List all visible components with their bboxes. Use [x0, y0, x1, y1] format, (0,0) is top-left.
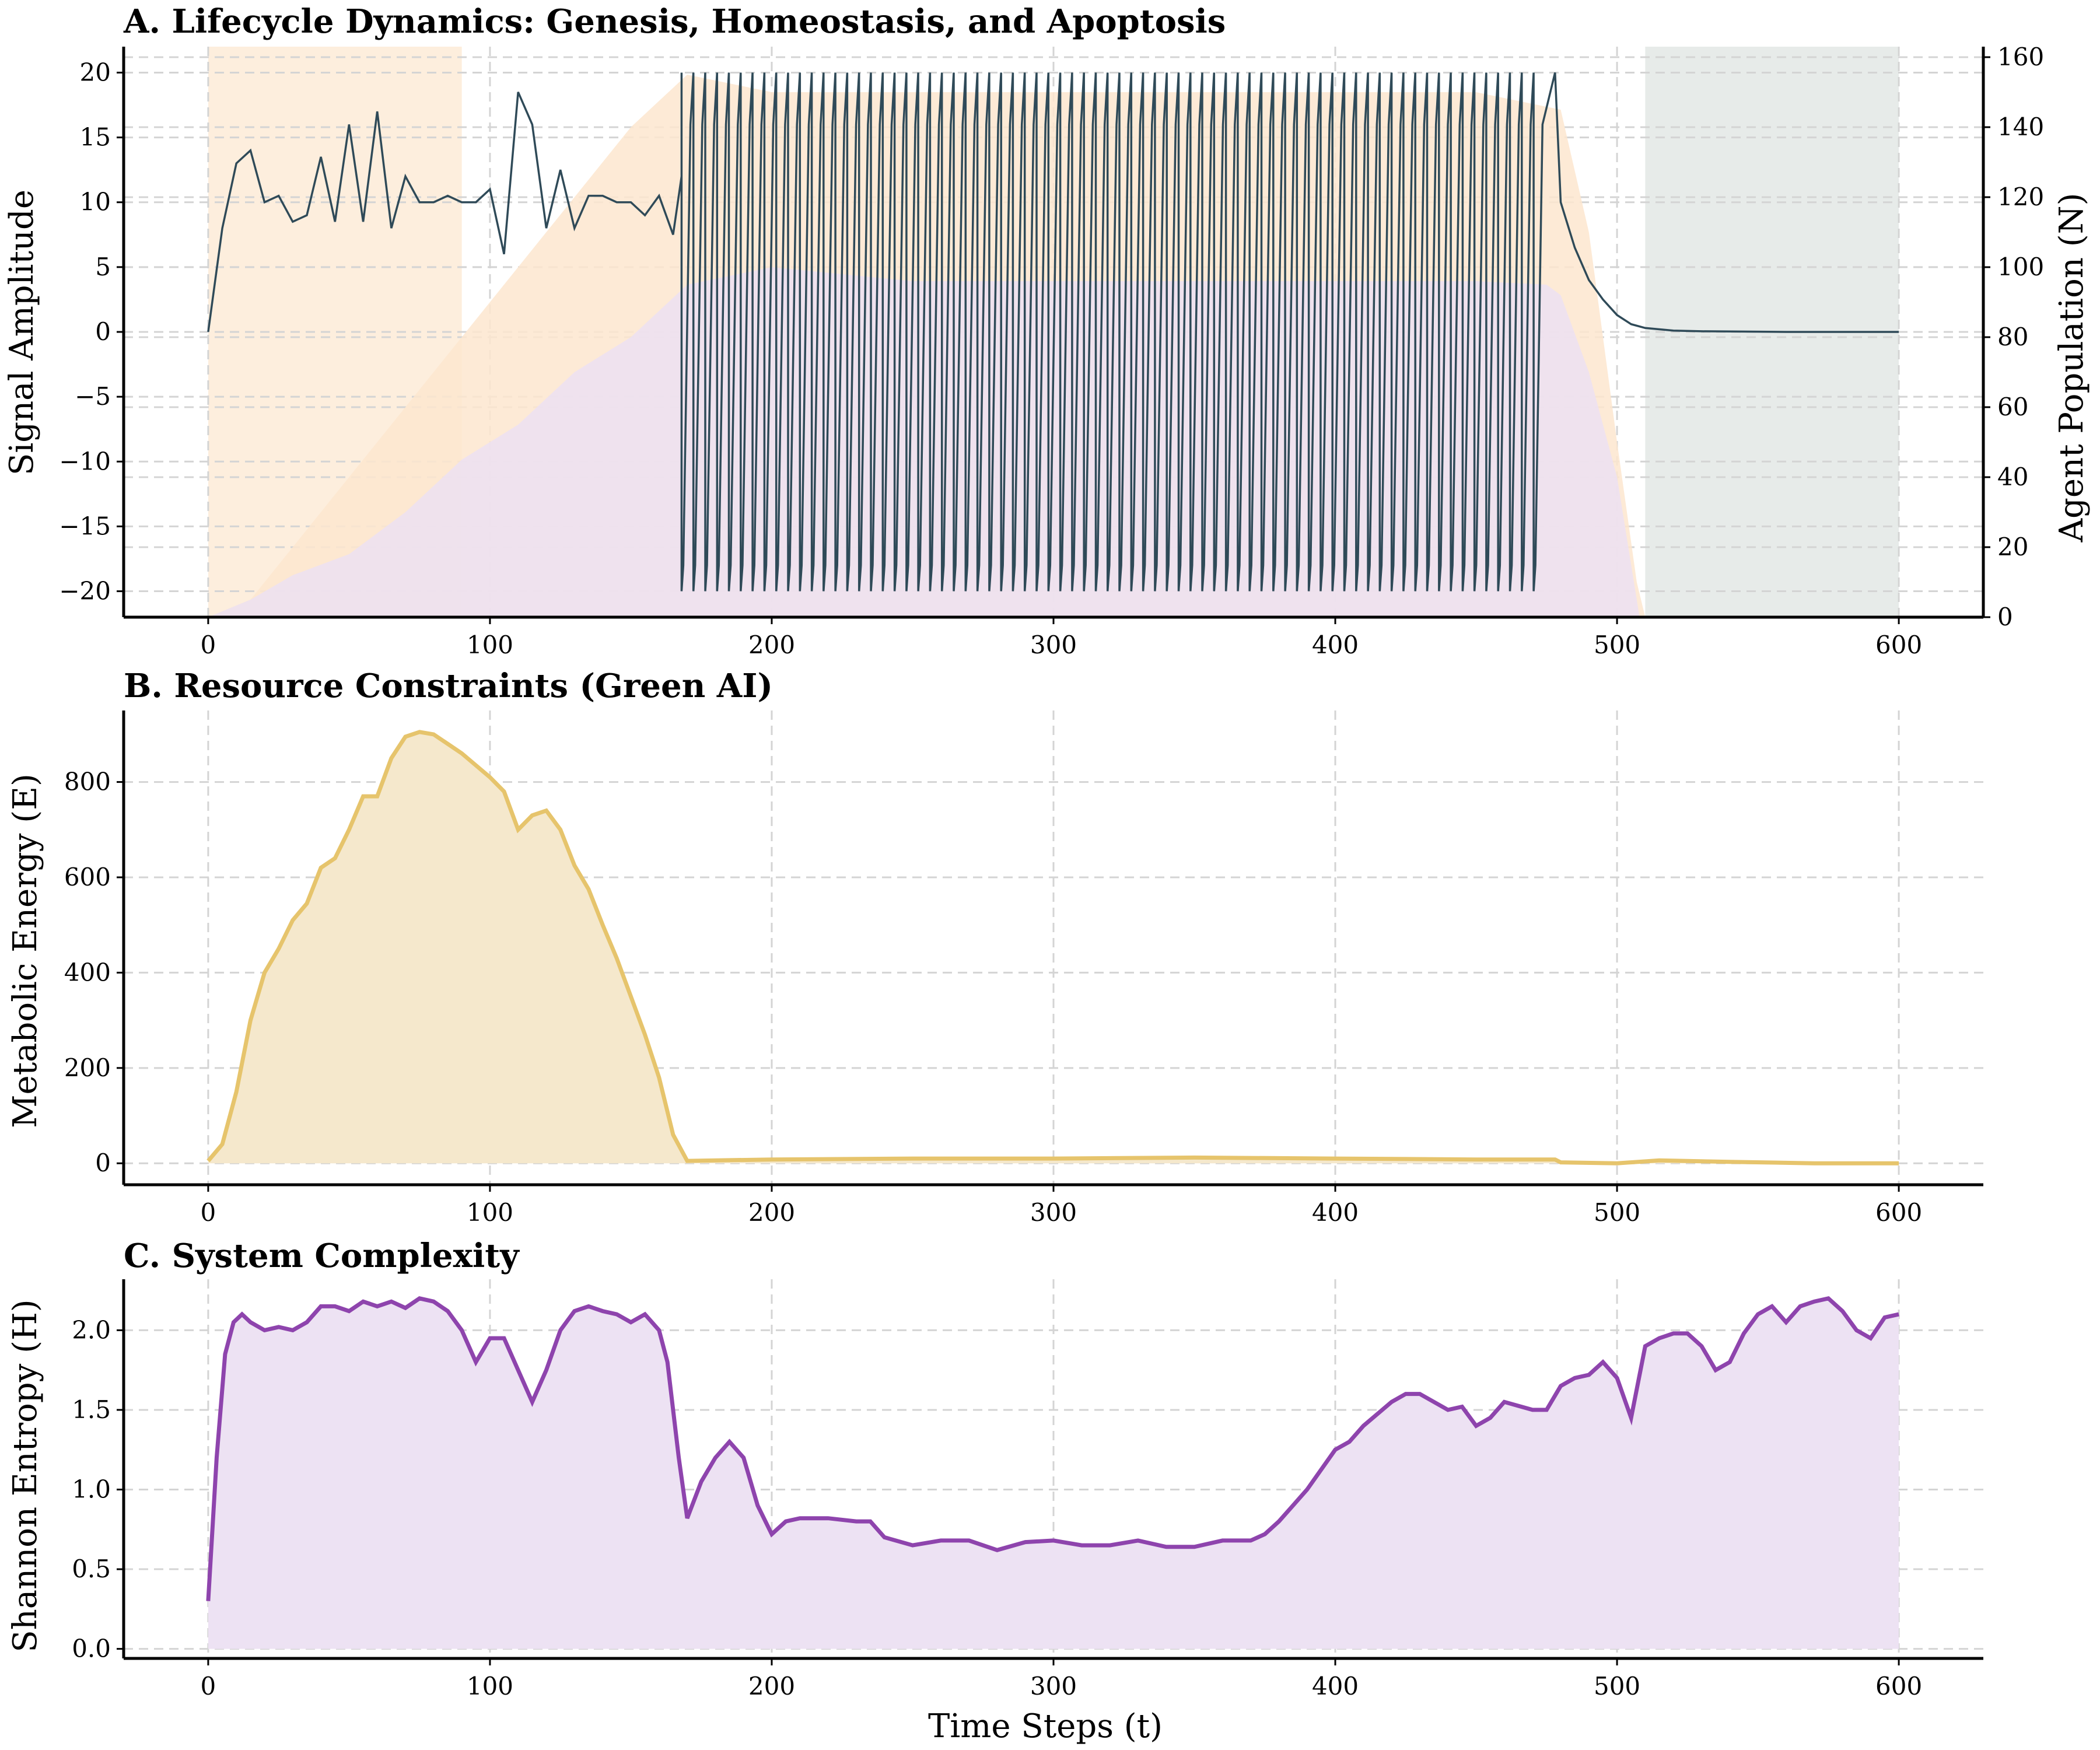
x-tick-label: 500: [1594, 631, 1640, 659]
panel-c-x-axis-label: Time Steps (t): [928, 1707, 1163, 1745]
y-tick-label: 1.5: [72, 1395, 111, 1424]
panel-c-y-ticks: 0.0 0.5 1.0 1.5 2.0: [72, 1315, 124, 1663]
y-tick-label: 200: [64, 1054, 111, 1082]
y-tick-label: −15: [59, 512, 111, 540]
panel-c-entropy-line: [206, 1296, 1899, 1601]
population-area-1: [208, 267, 1640, 617]
y-tick-label: 20: [80, 58, 111, 86]
y-tick-label: 400: [64, 958, 111, 986]
panel-a: A. Lifecycle Dynamics: Genesis, Homeosta…: [3, 2, 2091, 659]
x-tick-label: 600: [1875, 1672, 1922, 1700]
y2-tick-label: 80: [1997, 323, 2028, 351]
panel-c: C. System Complexity 0 100 200 300 400 500 600…: [6, 1237, 1983, 1745]
panel-b-energy-fill: [208, 732, 1899, 1164]
y2-tick-label: 40: [1997, 463, 2028, 491]
y2-tick-label: 160: [1997, 43, 2044, 71]
y-tick-label: 600: [64, 863, 111, 891]
y2-tick-label: 140: [1997, 113, 2044, 141]
panel-b-y-axis-label: Metabolic Energy (E): [6, 774, 44, 1128]
panel-b-grid: [124, 710, 1983, 1185]
panel-a-x-ticks: 0 100 200 300 400 500 600: [201, 617, 1922, 659]
x-tick-label: 100: [467, 1198, 513, 1227]
y-tick-label: −5: [75, 382, 111, 411]
y2-tick-label: 100: [1997, 253, 2044, 281]
x-tick-label: 300: [1030, 631, 1077, 659]
y-tick-label: 0.5: [72, 1555, 111, 1583]
y2-tick-label: 120: [1997, 183, 2044, 211]
x-tick-label: 400: [1312, 631, 1359, 659]
y-tick-label: −20: [59, 577, 111, 606]
y-tick-label: −10: [59, 447, 111, 475]
y2-tick-label: 60: [1997, 393, 2028, 421]
panel-c-entropy-fill: [208, 1298, 1899, 1649]
y-tick-label: 10: [80, 188, 111, 216]
x-tick-label: 300: [1030, 1672, 1077, 1700]
y-tick-label: 2.0: [72, 1315, 111, 1344]
panel-a-y2-ticks: 0 20 40 60 80 100 120 140 160: [1983, 43, 2044, 631]
x-tick-label: 300: [1030, 1198, 1077, 1227]
y2-tick-label: 20: [1997, 533, 2028, 561]
y-tick-label: 0: [95, 1149, 111, 1177]
y-tick-label: 800: [64, 768, 111, 796]
x-tick-label: 0: [201, 1198, 216, 1227]
x-tick-label: 200: [748, 1198, 795, 1227]
panel-a-y2-axis-label: Agent Population (N): [2053, 193, 2091, 543]
panel-b-y-ticks: 0 200 400 600 800: [64, 768, 124, 1177]
x-tick-label: 600: [1875, 1198, 1922, 1227]
x-tick-label: 400: [1312, 1672, 1359, 1700]
panel-a-y-axis-label: Signal Amplitude: [3, 190, 41, 475]
x-tick-label: 200: [748, 1672, 795, 1700]
x-tick-label: 0: [201, 631, 216, 659]
y-tick-label: 5: [95, 253, 111, 281]
x-tick-label: 100: [467, 1672, 513, 1700]
panel-b-energy-line: [206, 730, 1899, 1166]
y-tick-label: 15: [80, 123, 111, 152]
y2-tick-label: 0: [1997, 603, 2013, 631]
x-tick-label: 100: [467, 631, 513, 659]
x-tick-label: 500: [1594, 1198, 1640, 1227]
x-tick-label: 400: [1312, 1198, 1359, 1227]
panel-b-x-ticks: 0 100 200 300 400 500 600: [201, 1185, 1922, 1227]
panel-b-title: B. Resource Constraints (Green AI): [124, 667, 773, 705]
panel-b: B. Resource Constraints (Green AI) 0 100 2…: [6, 667, 1983, 1227]
x-tick-label: 0: [201, 1672, 216, 1700]
panel-c-title: C. System Complexity: [124, 1237, 520, 1275]
y-tick-label: 0: [95, 317, 111, 346]
x-tick-label: 600: [1875, 631, 1922, 659]
y-tick-label: 0.0: [72, 1634, 111, 1663]
panel-c-x-ticks: 0 100 200 300 400 500 600: [201, 1658, 1922, 1700]
panel-c-y-axis-label: Shannon Entropy (H): [6, 1299, 44, 1652]
panel-a-title: A. Lifecycle Dynamics: Genesis, Homeosta…: [123, 2, 1226, 41]
panel-a-signal-line: [207, 72, 1899, 592]
x-tick-label: 500: [1594, 1672, 1640, 1700]
panel-a-y-ticks: −20 −15 −10 −5 0 5 10 15 20: [59, 58, 124, 606]
y-tick-label: 1.0: [72, 1475, 111, 1504]
x-tick-label: 200: [748, 631, 795, 659]
